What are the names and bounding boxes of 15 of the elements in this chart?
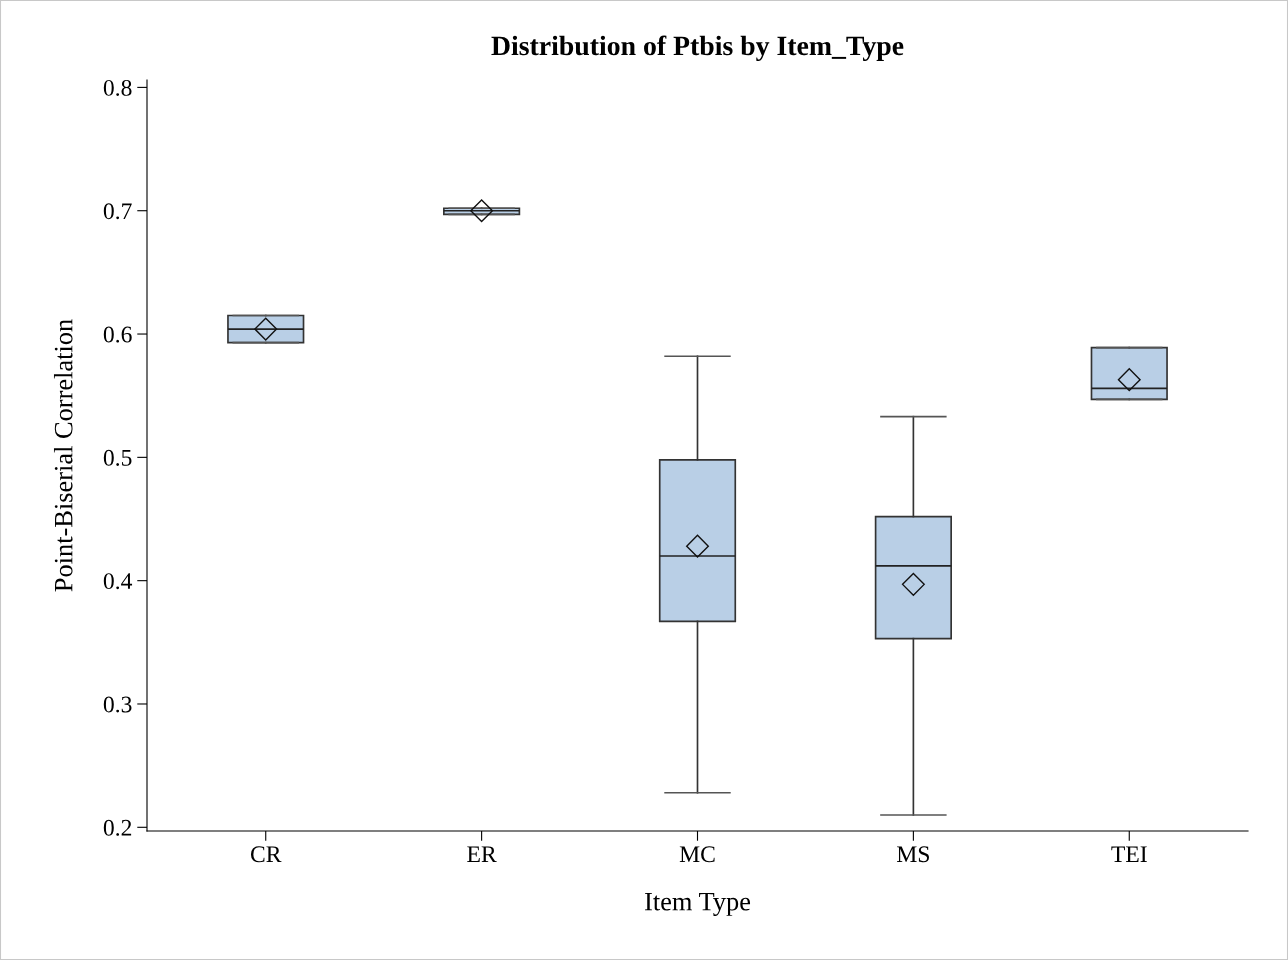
- x-tick-label: MS: [897, 846, 929, 863]
- y-tick-label: 0.8: [103, 79, 132, 96]
- x-tick-label: TEI: [1111, 846, 1147, 862]
- x-axis-title: Item Type: [645, 892, 751, 916]
- y-tick-label: 0.5: [103, 449, 132, 466]
- x-tick-label: CR: [250, 846, 282, 863]
- chart-title: Distribution of Ptbis by Item_Type: [491, 35, 904, 61]
- y-axis-title: Point-Biserial Correlation: [53, 319, 73, 592]
- y-tick-label: 0.7: [103, 203, 132, 220]
- y-tick-label: 0.6: [103, 326, 132, 343]
- y-tick-label: 0.2: [103, 819, 132, 836]
- x-tick-label: MC: [679, 846, 715, 863]
- x-tick-label: ER: [467, 846, 497, 862]
- y-tick-label: 0.4: [103, 573, 133, 590]
- y-tick-label: 0.3: [103, 696, 132, 713]
